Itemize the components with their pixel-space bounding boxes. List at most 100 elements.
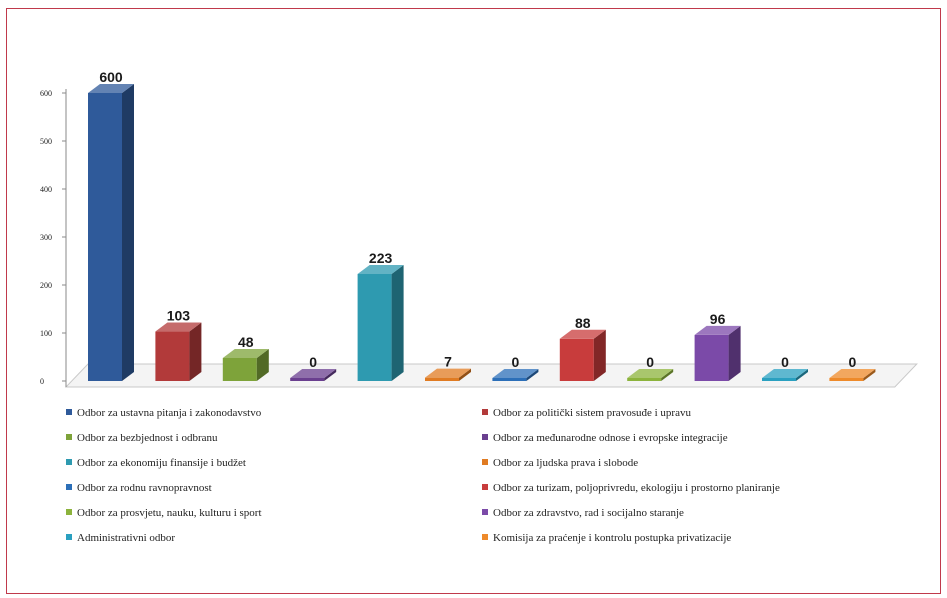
y-tick-label: 100 — [40, 329, 52, 338]
bar-front — [694, 334, 729, 381]
legend-label: Odbor za zdravstvo, rad i socijalno star… — [493, 507, 684, 519]
legend-item: Odbor za ustavna pitanja i zakonodavstvo — [66, 404, 261, 422]
legend-swatch — [66, 459, 72, 466]
bar-side — [324, 369, 337, 381]
legend-label: Odbor za ljudska prava i slobode — [493, 457, 639, 469]
bar-top — [694, 325, 741, 335]
legend-label: Odbor za bezbjednost i odbranu — [77, 432, 218, 444]
bar — [88, 84, 134, 381]
data-label: 0 — [646, 354, 654, 370]
bar — [492, 369, 539, 381]
bar-side — [863, 369, 876, 381]
bar-top — [559, 329, 606, 339]
bar-front — [290, 378, 325, 381]
legend-label: Komisija za praćenje i kontrolu postupka… — [493, 532, 732, 544]
legend-swatch — [66, 409, 72, 416]
bar-top — [88, 84, 134, 93]
bar-top — [829, 369, 876, 378]
y-tick-label: 200 — [40, 281, 52, 290]
bar — [357, 264, 404, 381]
bar-top — [155, 322, 202, 332]
legend-item: Odbor za ekonomiju finansije i budžet — [66, 454, 246, 472]
bar — [425, 368, 471, 381]
legend-item: Odbor za politički sistem pravosuđe i up… — [482, 404, 691, 422]
legend-swatch — [66, 434, 72, 441]
data-label: 223 — [369, 250, 393, 266]
y-tick-label: 400 — [40, 185, 52, 194]
data-label: 48 — [238, 334, 254, 350]
bar-top — [762, 369, 808, 378]
bar-front — [492, 378, 527, 381]
y-tick-label: 600 — [40, 89, 52, 98]
bar-top — [357, 264, 404, 274]
bar-front — [762, 378, 796, 381]
bar-front — [88, 93, 122, 381]
y-tick-label: 0 — [40, 377, 44, 386]
data-label: 7 — [444, 354, 452, 370]
legend-item: Odbor za prosvjetu, nauku, kulturu i spo… — [66, 504, 262, 522]
legend-label: Odbor za ekonomiju finansije i budžet — [77, 457, 246, 469]
bar — [155, 322, 202, 381]
data-label: 0 — [849, 354, 857, 370]
legend-item: Odbor za ljudska prava i slobode — [482, 454, 638, 472]
legend-item: Odbor za rodnu ravnopravnost — [66, 479, 212, 497]
bar-side — [391, 264, 404, 381]
legend-swatch — [482, 534, 488, 541]
legend-item: Odbor za međunarodne odnose i evropske i… — [482, 429, 728, 447]
data-label: 103 — [167, 308, 191, 324]
legend-label: Odbor za politički sistem pravosuđe i up… — [493, 407, 691, 419]
legend-item: Odbor za zdravstvo, rad i socijalno star… — [482, 504, 684, 522]
legend-swatch — [66, 509, 72, 516]
legend-item: Administrativni odbor — [66, 529, 175, 547]
chart-frame — [6, 8, 941, 594]
data-label: 0 — [781, 354, 789, 370]
bar-front — [155, 331, 190, 381]
legend-swatch — [482, 434, 488, 441]
legend-label: Odbor za ustavna pitanja i zakonodavstvo — [77, 407, 262, 419]
data-label: 0 — [512, 354, 520, 370]
bar-side — [122, 84, 134, 381]
bar-side — [593, 329, 606, 381]
bar-front — [559, 338, 594, 381]
bar-top — [492, 369, 539, 378]
bar — [559, 329, 606, 381]
legend-label: Odbor za međunarodne odnose i evropske i… — [493, 432, 728, 444]
bar-front — [425, 377, 459, 381]
data-label: 0 — [309, 354, 317, 370]
legend-swatch — [482, 459, 488, 466]
legend-swatch — [482, 484, 488, 491]
bar-top — [222, 348, 269, 358]
bar-side — [459, 368, 471, 381]
legend-item: Komisija za praćenje i kontrolu postupka… — [482, 529, 731, 547]
bar — [627, 369, 674, 381]
bar-top — [290, 369, 337, 378]
legend-label: Odbor za rodnu ravnopravnost — [77, 482, 212, 494]
legend-swatch — [66, 534, 72, 541]
bar — [694, 325, 741, 381]
bar — [762, 369, 808, 381]
bar — [829, 369, 876, 381]
bar-side — [728, 325, 741, 381]
bar-front — [357, 273, 392, 381]
data-label: 96 — [710, 311, 726, 327]
y-tick-label: 300 — [40, 233, 52, 242]
legend-label: Odbor za prosvjetu, nauku, kulturu i spo… — [77, 507, 262, 519]
bar — [222, 348, 269, 381]
bar-side — [661, 369, 674, 381]
legend-label: Administrativni odbor — [77, 532, 176, 544]
legend-item: Odbor za bezbjednost i odbranu — [66, 429, 218, 447]
legend-swatch — [482, 409, 488, 416]
bar-side — [256, 348, 269, 381]
bar-front — [222, 357, 257, 381]
legend-item: Odbor za turizam, poljoprivredu, ekologi… — [482, 479, 780, 497]
data-label: 88 — [575, 315, 591, 331]
bar-top — [627, 369, 674, 378]
bar-side — [526, 369, 539, 381]
bar — [290, 369, 337, 381]
legend-label: Odbor za turizam, poljoprivredu, ekologi… — [493, 482, 780, 494]
bar-side — [189, 322, 202, 381]
y-tick-label: 500 — [40, 137, 52, 146]
data-label: 600 — [99, 69, 123, 85]
bar-front — [829, 378, 864, 381]
